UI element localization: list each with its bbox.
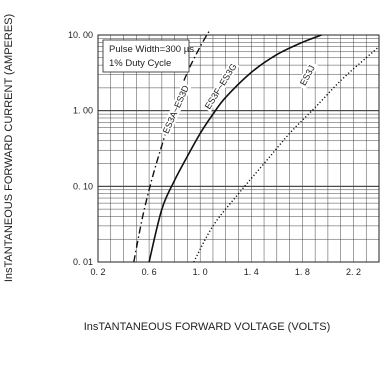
y-tick-label: 1. 00 [73,106,93,116]
plot-frame [97,34,380,263]
series-label-backdrop [160,82,192,137]
series-label-group: ES3A~ES3D [160,82,192,137]
legend-box-line-2: 1% Duty Cycle [109,58,171,69]
y-axis-ticks: 0. 01 0. 10 1. 00 10. 00 [68,30,93,267]
x-tick-label: 0. 2 [90,267,105,277]
legend-box-line-1: Pulse Width=300 µs [109,44,194,55]
y-tick-label: 10. 00 [68,30,93,40]
x-tick-label: 2. 2 [346,267,361,277]
legend-box-frame [102,39,190,73]
y-tick-label: 0. 10 [73,181,93,191]
x-axis-ticks: 0. 2 0. 6 1. 0 1. 4 1. 8 2. 2 [90,267,360,277]
x-axis-title: InsTANTANEOUS FORWARD VOLTAGE (VOLTS) [84,321,331,333]
x-tick-label: 0. 6 [142,267,157,277]
x-tick-label: 1. 4 [244,267,259,277]
series-line-es3f-es3g [148,34,322,263]
series-label: ES3J [298,64,317,88]
series-label-backdrop [296,60,319,90]
legend-box: Pulse Width=300 µs 1% Duty Cycle [102,39,194,73]
y-tick-label: 0. 01 [73,257,93,267]
y-axis-title: InsTANTANEOUS FORWARD CURRENT (AMPERES) [3,14,15,282]
series-label-backdrop [201,60,240,113]
x-tick-label: 1. 8 [295,267,310,277]
x-tick-label: 1. 0 [193,267,208,277]
